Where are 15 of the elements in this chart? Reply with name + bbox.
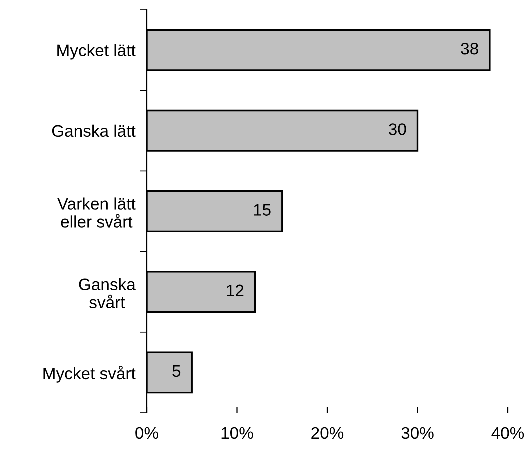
data-label: 30 (389, 124, 406, 136)
y-tick-label: Ganska svårt (79, 278, 136, 308)
x-tick-label: 30% (402, 427, 434, 440)
x-tick-label: 20% (312, 427, 344, 440)
x-tick-label: 0% (136, 427, 158, 440)
data-label: 5 (172, 366, 181, 378)
y-tick-label: Mycket svårt (44, 366, 136, 383)
y-tick-label: Varken lätt eller svårt (58, 198, 136, 228)
data-label: 15 (254, 204, 271, 216)
data-label: 12 (227, 284, 244, 296)
y-tick-label: Ganska lätt (52, 124, 136, 138)
x-tick-label: 40% (492, 427, 524, 440)
y-tick-label: Mycket lätt (58, 44, 136, 60)
x-tick-label: 10% (222, 427, 254, 440)
data-label: 38 (461, 42, 478, 55)
